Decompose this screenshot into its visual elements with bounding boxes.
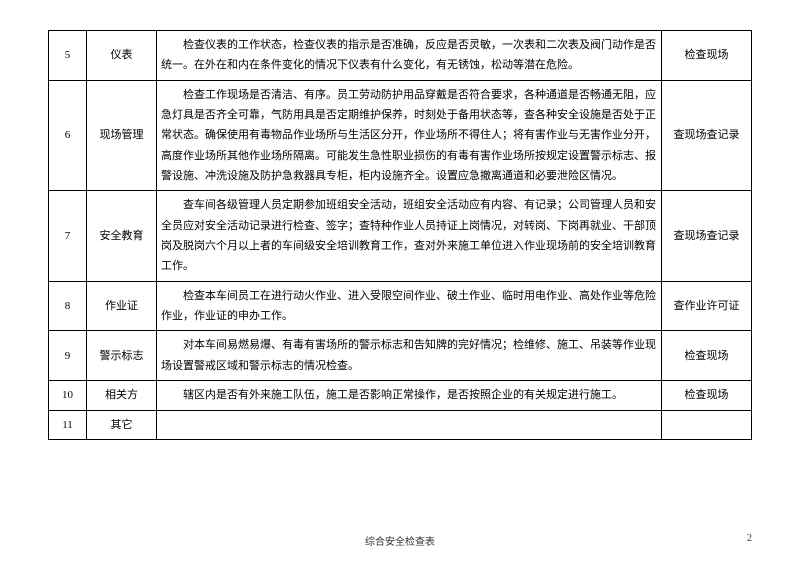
row-method: 查现场查记录 [662,80,752,191]
row-method: 检查现场 [662,381,752,410]
row-category: 现场管理 [87,80,157,191]
row-category: 安全教育 [87,191,157,281]
row-description: 检查仪表的工作状态，检查仪表的指示是否准确，反应是否灵敏，一次表和二次表及阀门动… [157,31,662,81]
table-row: 6 现场管理 检查工作现场是否清洁、有序。员工劳动防护用品穿戴是否符合要求，各种… [49,80,752,191]
row-category: 警示标志 [87,331,157,381]
row-number: 7 [49,191,87,281]
row-method: 检查现场 [662,31,752,81]
row-method: 查作业许可证 [662,281,752,331]
row-description: 检查本车间员工在进行动火作业、进入受限空间作业、破土作业、临时用电作业、高处作业… [157,281,662,331]
row-method: 查现场查记录 [662,191,752,281]
row-description: 查车间各级管理人员定期参加班组安全活动，班组安全活动应有内容、有记录；公司管理人… [157,191,662,281]
row-description: 对本车间易燃易爆、有毒有害场所的警示标志和告知牌的完好情况；检维修、施工、吊装等… [157,331,662,381]
table-body: 5 仪表 检查仪表的工作状态，检查仪表的指示是否准确，反应是否灵敏，一次表和二次… [49,31,752,440]
table-row: 8 作业证 检查本车间员工在进行动火作业、进入受限空间作业、破土作业、临时用电作… [49,281,752,331]
row-method [662,410,752,439]
safety-inspection-table: 5 仪表 检查仪表的工作状态，检查仪表的指示是否准确，反应是否灵敏，一次表和二次… [48,30,752,440]
row-category: 作业证 [87,281,157,331]
row-category: 其它 [87,410,157,439]
row-number: 8 [49,281,87,331]
page-footer: 综合安全检查表 2 [48,533,752,548]
footer-page-number: 2 [747,533,752,544]
row-number: 11 [49,410,87,439]
row-description: 辖区内是否有外来施工队伍，施工是否影响正常操作，是否按照企业的有关规定进行施工。 [157,381,662,410]
table-row: 10 相关方 辖区内是否有外来施工队伍，施工是否影响正常操作，是否按照企业的有关… [49,381,752,410]
row-number: 9 [49,331,87,381]
table-row: 9 警示标志 对本车间易燃易爆、有毒有害场所的警示标志和告知牌的完好情况；检维修… [49,331,752,381]
table-row: 7 安全教育 查车间各级管理人员定期参加班组安全活动，班组安全活动应有内容、有记… [49,191,752,281]
row-method: 检查现场 [662,331,752,381]
row-description [157,410,662,439]
row-number: 5 [49,31,87,81]
footer-title: 综合安全检查表 [365,533,435,548]
row-description: 检查工作现场是否清洁、有序。员工劳动防护用品穿戴是否符合要求，各种通道是否畅通无… [157,80,662,191]
table-row: 11 其它 [49,410,752,439]
table-row: 5 仪表 检查仪表的工作状态，检查仪表的指示是否准确，反应是否灵敏，一次表和二次… [49,31,752,81]
row-number: 6 [49,80,87,191]
row-category: 仪表 [87,31,157,81]
row-category: 相关方 [87,381,157,410]
row-number: 10 [49,381,87,410]
